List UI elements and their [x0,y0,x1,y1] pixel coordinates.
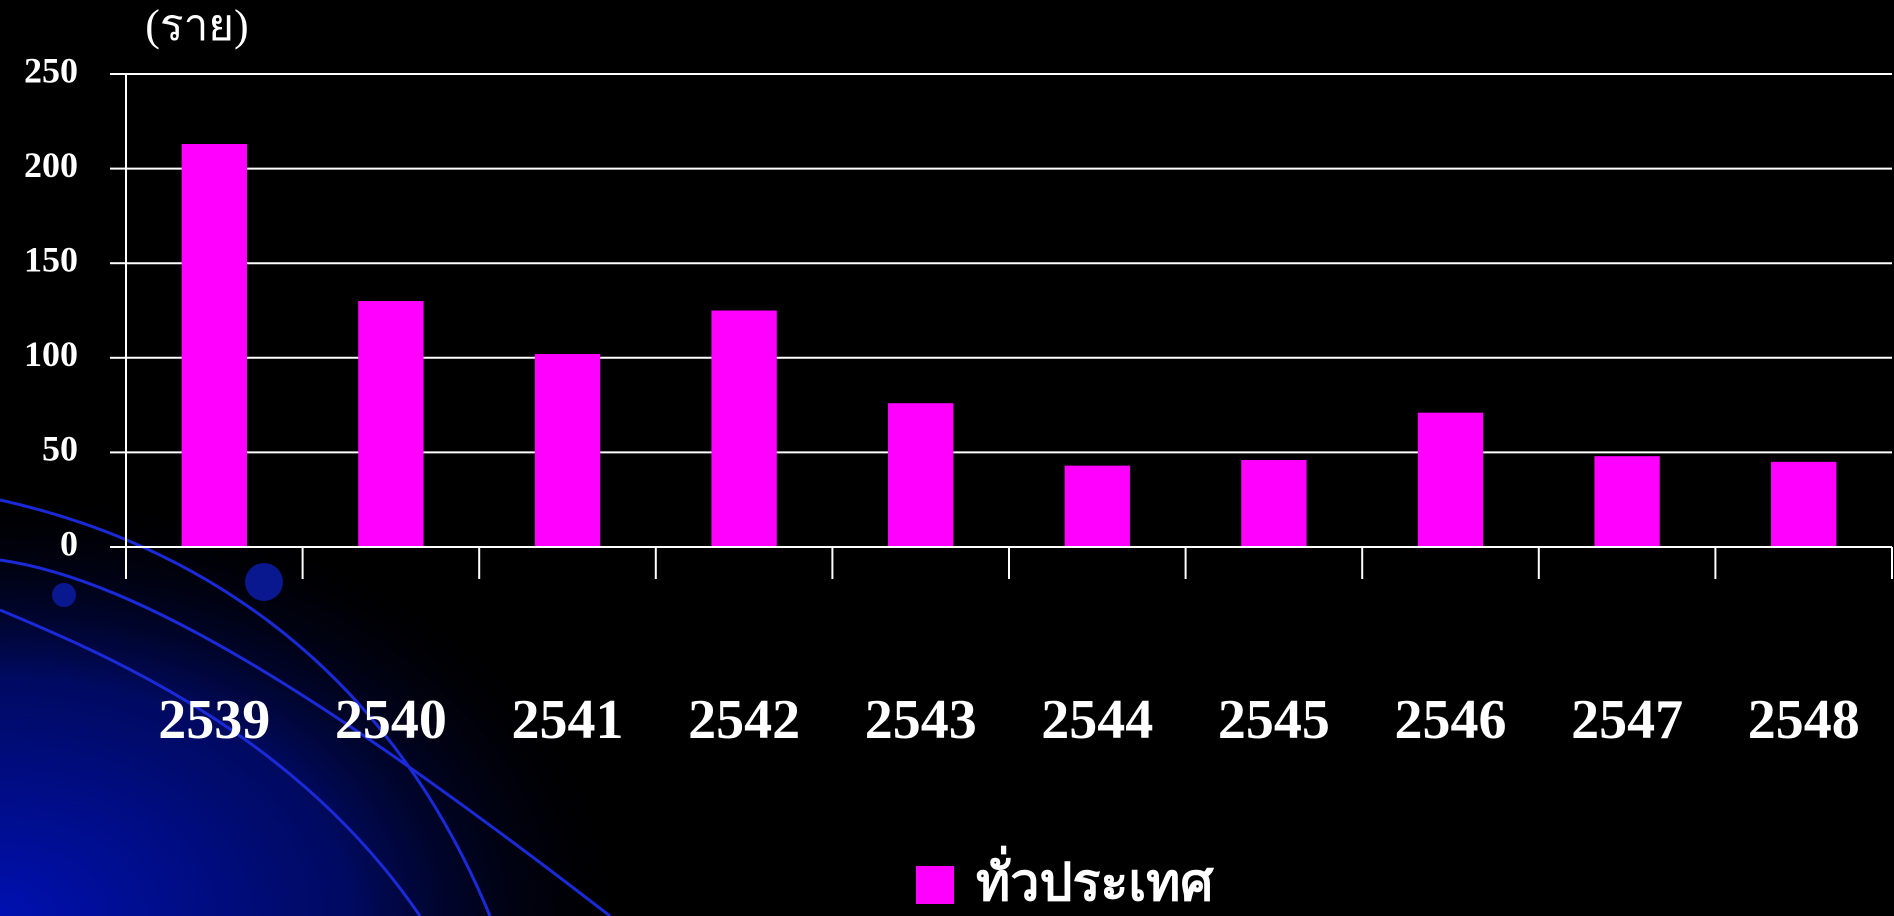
background-glow [0,480,640,916]
background-curves [0,498,611,916]
x-tick-label: 2539 [158,689,270,751]
bar [1594,456,1660,547]
y-tick-label: 250 [24,50,78,90]
x-tick-label: 2545 [1218,689,1330,751]
x-tick-label: 2542 [688,689,800,751]
y-tick-label: 150 [24,239,78,279]
background-dot [52,583,76,607]
x-tick-label: 2546 [1395,689,1507,751]
axes: 0 50 100 150 200 250 2539 2540 2541 2542 2543 2544 2… [24,50,1893,751]
background-dot [245,563,283,601]
x-tick-label: 2541 [512,689,624,751]
bar [1241,459,1307,547]
y-axis-label: (ราย) [145,1,248,50]
x-tick-label: 2540 [335,689,447,751]
bar [534,354,601,547]
x-tick-label: 2548 [1748,689,1860,751]
legend-swatch [916,866,954,904]
legend-label: ทั่วประเทศ [976,846,1214,912]
bars [181,144,1837,547]
y-tick-label: 50 [42,429,78,469]
bar [1064,465,1130,547]
bar [1771,461,1837,547]
bar [181,144,247,547]
y-tick-label: 200 [24,145,78,185]
bar [358,301,424,547]
bar [711,310,777,547]
bar [888,403,954,547]
x-tick-label: 2543 [865,689,977,751]
x-tick-label: 2544 [1041,689,1153,751]
y-tick-label: 100 [24,334,78,374]
x-tick-label: 2547 [1571,689,1683,751]
y-tick-label: 0 [60,523,78,563]
bar [1417,412,1484,547]
